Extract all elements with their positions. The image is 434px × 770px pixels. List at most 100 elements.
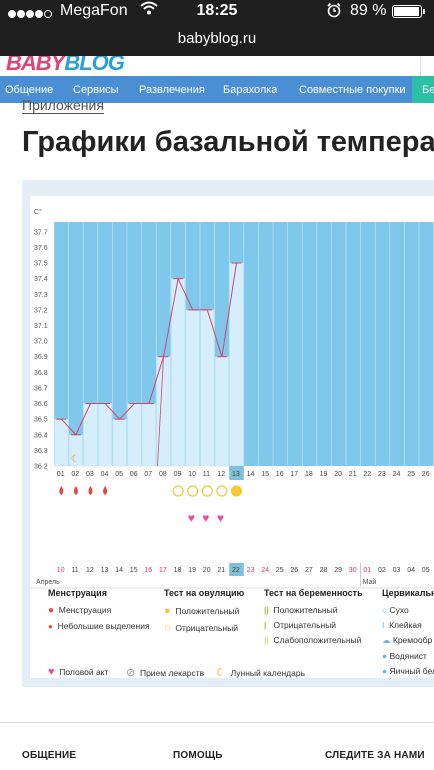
y-tick-label: 36.8 bbox=[34, 370, 48, 377]
heart-icon: ♥ bbox=[188, 511, 195, 525]
y-tick-label: 36.9 bbox=[34, 354, 48, 361]
small-drop-icon: ● bbox=[48, 622, 53, 631]
date-label: 22 bbox=[232, 567, 240, 574]
signal-strength-icon bbox=[8, 5, 53, 23]
cycle-day-label: 05 bbox=[115, 471, 123, 478]
cycle-day-label: 16 bbox=[276, 471, 284, 478]
cycle-day-label: 08 bbox=[159, 471, 167, 478]
filled-circle-icon: ● bbox=[164, 605, 171, 617]
site-footer: ОБЩЕНИЕ ПОМОЩЬ СЛЕДИТЕ ЗА НАМИ bbox=[0, 722, 434, 770]
legend-ovulation-test: Тест на овуляцию ● Положительный ○ Отриц… bbox=[164, 588, 244, 634]
cycle-day-label: 17 bbox=[290, 471, 298, 478]
cycle-day-label: 20 bbox=[334, 471, 342, 478]
date-label: 18 bbox=[174, 567, 182, 574]
date-label: 03 bbox=[393, 567, 401, 574]
site-header: BABYBLOG bbox=[0, 56, 434, 76]
legend-item-watery: ● Водянист bbox=[382, 651, 434, 661]
legend-label: Слабоположительный bbox=[273, 635, 362, 645]
y-tick-label: 36.2 bbox=[34, 464, 48, 471]
legend-label: Кремообр bbox=[392, 635, 433, 645]
nav-item-joint-purchases[interactable]: Совместные покупки bbox=[299, 84, 406, 96]
y-tick-label: 37.4 bbox=[34, 276, 48, 283]
legend-pregnancy-test: Тест на беременность || Положительный | … bbox=[264, 588, 363, 645]
legend-title-pregnancy-test: Тест на беременность bbox=[264, 588, 363, 598]
clock: 18:25 bbox=[196, 2, 238, 19]
nav-item-more[interactable]: Бе bbox=[412, 76, 434, 103]
cycle-day-label: 06 bbox=[130, 471, 138, 478]
cycle-day-label: 01 bbox=[57, 471, 65, 478]
footer-communication[interactable]: ОБЩЕНИЕ bbox=[22, 750, 77, 761]
date-label: 05 bbox=[422, 567, 430, 574]
temperature-bar bbox=[127, 403, 142, 467]
wifi-icon bbox=[140, 0, 158, 21]
menstruation-drop-icon bbox=[59, 486, 64, 495]
nav-item-flea-market[interactable]: Барахолка bbox=[223, 84, 278, 96]
cycle-day-label: 13 bbox=[232, 471, 240, 478]
cycle-day-label: 10 bbox=[188, 471, 196, 478]
temperature-bar bbox=[200, 309, 215, 467]
heart-icon: ♥ bbox=[217, 511, 224, 525]
legend-label: Отрицательный bbox=[175, 623, 238, 633]
y-tick-label: 37.0 bbox=[34, 339, 48, 346]
date-label: 23 bbox=[247, 567, 255, 574]
legend-label: Прием лекарств bbox=[139, 668, 205, 678]
battery-level bbox=[394, 7, 419, 16]
cycle-day-label: 15 bbox=[261, 471, 269, 478]
status-bar: MegaFon 18:25 89 % babyblog.ru bbox=[0, 0, 434, 56]
cycle-day-label: 12 bbox=[217, 471, 225, 478]
address-bar-url[interactable]: babyblog.ru bbox=[177, 30, 257, 47]
ovulation-negative-icon bbox=[216, 485, 228, 497]
site-logo[interactable]: BABYBLOG bbox=[6, 56, 125, 76]
footer-follow-us[interactable]: СЛЕДИТЕ ЗА НАМИ bbox=[325, 750, 425, 761]
date-label: 02 bbox=[378, 567, 386, 574]
legend-item-ovulation-positive: ● Положительный bbox=[164, 605, 244, 617]
eggwhite-icon: ● bbox=[382, 666, 388, 676]
weak-bar-icon: || bbox=[264, 635, 269, 645]
legend-label: Лунный календарь bbox=[230, 668, 305, 678]
pill-icon: ⊘ bbox=[126, 667, 136, 679]
sticky-icon: I bbox=[382, 620, 385, 630]
date-label: 25 bbox=[276, 567, 284, 574]
ovulation-negative-icon bbox=[187, 485, 199, 497]
dry-icon: ○ bbox=[382, 605, 388, 615]
alarm-icon bbox=[326, 2, 342, 21]
cycle-day-label: 04 bbox=[101, 471, 109, 478]
current-day-highlight bbox=[229, 466, 244, 480]
legend-label: Положительный bbox=[175, 606, 240, 616]
date-label: 15 bbox=[130, 567, 138, 574]
temperature-bar bbox=[112, 418, 127, 467]
cycle-day-label: 02 bbox=[71, 471, 79, 478]
bbt-chart-card: C° 37.7 37.6 37.5 37.4 37.3 37.2 37.1 37.0 36.9 36… bbox=[30, 196, 434, 679]
ovulation-marker bbox=[157, 356, 164, 467]
nav-item-communication[interactable]: Общение bbox=[5, 84, 54, 96]
legend-label: Клейкая bbox=[389, 620, 422, 630]
battery-percentage: 89 % bbox=[350, 2, 387, 19]
date-label: 01 bbox=[363, 567, 371, 574]
legend-item-eggwhite: ● Яичный бел bbox=[382, 666, 434, 676]
temperature-bar bbox=[214, 356, 229, 467]
temperature-bar bbox=[54, 418, 69, 467]
legend-item-dry: ○ Сухо bbox=[382, 605, 434, 615]
cycle-day-label: 23 bbox=[378, 471, 386, 478]
bbt-chart: C° 37.7 37.6 37.5 37.4 37.3 37.2 37.1 37.0 36.9 36… bbox=[30, 208, 434, 589]
breadcrumb[interactable]: Приложения bbox=[22, 97, 104, 114]
nav-item-services[interactable]: Сервисы bbox=[73, 84, 119, 96]
legend-item-pregnancy-weak: || Слабоположительный bbox=[264, 635, 363, 645]
legend-item-creamy: ☁ Кремообр bbox=[382, 635, 434, 646]
temperature-bar bbox=[185, 309, 200, 467]
legend-label: Половой акт bbox=[59, 667, 109, 677]
y-axis-label: C° bbox=[34, 208, 42, 216]
cycle-day-label: 22 bbox=[363, 471, 371, 478]
date-label: 11 bbox=[71, 567, 78, 574]
y-tick-label: 36.6 bbox=[34, 401, 48, 408]
footer-help[interactable]: ПОМОЩЬ bbox=[173, 750, 223, 761]
cycle-day-label: 19 bbox=[320, 471, 328, 478]
legend-title-menstruation: Менструация bbox=[48, 588, 107, 598]
date-label: 12 bbox=[86, 567, 94, 574]
y-tick-label: 37.5 bbox=[34, 261, 48, 268]
breadcrumb-link[interactable]: Приложения bbox=[22, 97, 104, 114]
nav-item-entertainment[interactable]: Развлечения bbox=[139, 84, 205, 96]
cycle-day-label: 26 bbox=[422, 471, 430, 478]
empty-circle-icon: ○ bbox=[164, 622, 171, 634]
legend-item-sticky: I Клейкая bbox=[382, 620, 434, 630]
